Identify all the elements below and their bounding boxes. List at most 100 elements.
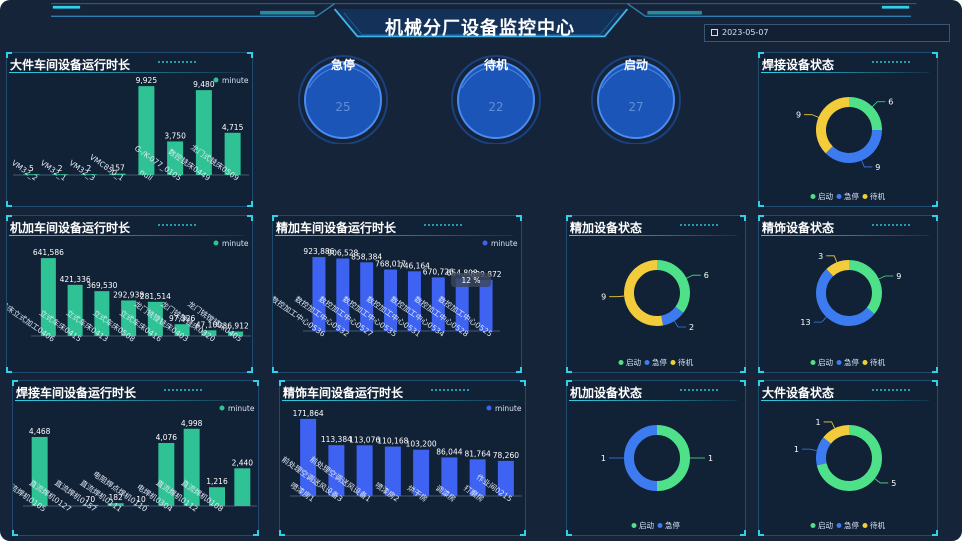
bar-value-label: 47,100 xyxy=(196,320,222,329)
donut-value-label: 9 xyxy=(875,163,880,172)
bar-value-label: 923,886 xyxy=(303,247,334,256)
stat-emergency-stop: 急停 25 xyxy=(292,48,394,145)
stat-value: 25 xyxy=(335,100,351,114)
donut-value-label: 1 xyxy=(816,418,821,427)
stat-circle-graphic xyxy=(591,55,681,145)
bar xyxy=(328,445,345,496)
donut-slice xyxy=(826,260,850,277)
legend-swatch xyxy=(670,360,676,365)
bar xyxy=(431,277,445,331)
donut-chart-dajian: 5 1 1 启动 急停 待机 xyxy=(794,418,896,530)
bar xyxy=(52,174,69,175)
tooltip-box xyxy=(451,273,491,287)
donut-slice xyxy=(825,129,882,163)
legend-label: minute xyxy=(491,239,518,248)
donut-leader-line xyxy=(826,255,838,263)
donut-chart-jingshi: 9 13 3 启动 急停 待机 xyxy=(800,252,901,367)
donut-value-label: 1 xyxy=(601,454,606,463)
legend-swatch xyxy=(213,77,219,83)
bar xyxy=(109,173,126,175)
donut-value-label: 2 xyxy=(689,323,694,332)
legend-label: 急停 xyxy=(844,191,859,201)
legend-swatch xyxy=(486,405,492,411)
stat-value: 27 xyxy=(628,100,644,114)
calendar-icon xyxy=(711,29,718,36)
legend-swatch xyxy=(657,523,663,528)
legend-label: 急停 xyxy=(844,520,859,530)
bar xyxy=(121,300,137,336)
legend-label: 待机 xyxy=(870,191,885,201)
bar-value-label: 70 xyxy=(86,495,96,504)
donut-slice xyxy=(816,268,875,326)
bar xyxy=(40,258,56,336)
bar xyxy=(228,331,244,336)
donut-value-label: 9 xyxy=(896,272,901,281)
header-frame xyxy=(51,3,917,38)
donut-leader-line xyxy=(823,421,836,429)
bar-value-label: 906,528 xyxy=(327,248,358,257)
legend-swatch xyxy=(213,240,219,246)
bar-value-label: 2,440 xyxy=(232,458,254,467)
bar xyxy=(234,468,251,506)
panel-title: 精加设备状态 xyxy=(570,221,643,235)
legend-label: minute xyxy=(495,404,522,413)
bar-value-label: 78,260 xyxy=(493,451,519,460)
panel-title: 精加车间设备运行时长 xyxy=(276,221,397,235)
bar-value-label: 4,076 xyxy=(156,433,178,442)
donut-value-label: 9 xyxy=(601,293,606,302)
bar xyxy=(479,279,493,331)
bar xyxy=(360,262,374,331)
bar xyxy=(201,330,217,336)
bar xyxy=(158,443,175,506)
donut-slice xyxy=(656,260,690,313)
bar-value-label: 103,200 xyxy=(406,440,437,449)
bar xyxy=(336,258,350,331)
legend-swatch xyxy=(644,360,650,365)
panel-title: 大件设备状态 xyxy=(762,386,835,400)
tooltip-text: 12 % xyxy=(461,276,480,285)
bar xyxy=(174,324,190,336)
panel-title: 精饰车间设备运行时长 xyxy=(283,386,404,400)
bar-value-label: 670,726 xyxy=(423,267,454,276)
bar-value-label: 3,750 xyxy=(164,131,186,140)
stat-circle-graphic xyxy=(298,55,388,145)
legend-swatch xyxy=(862,194,868,199)
donut-leader-line xyxy=(804,114,819,118)
donut-slice xyxy=(823,425,850,444)
legend-label: 启动 xyxy=(818,520,833,530)
donut-slice xyxy=(656,425,690,491)
panel-title: 焊接设备状态 xyxy=(762,58,835,72)
date-picker[interactable]: 2023-05-07 xyxy=(704,24,950,42)
donut-value-label: 6 xyxy=(888,98,893,107)
donut-value-label: 13 xyxy=(800,318,810,327)
stat-running: 启动 27 xyxy=(585,48,687,145)
panel-title: 大件车间设备运行时长 xyxy=(10,58,131,72)
legend-label: 启动 xyxy=(639,520,654,530)
stat-label: 急停 xyxy=(330,58,355,72)
panel-jijia-status: 机加设备状态 1 1 启动 急停 xyxy=(566,380,746,536)
bar-value-label: 9,925 xyxy=(136,76,158,85)
legend-label: 启动 xyxy=(626,357,641,367)
legend-label: 启动 xyxy=(818,357,833,367)
donut-chart-hanjie: 6 9 9 启动 急停 待机 xyxy=(796,97,893,201)
donut-slice xyxy=(816,437,832,466)
donut-leader-line xyxy=(609,295,625,298)
bar xyxy=(23,174,40,175)
bar-value-label: 4,468 xyxy=(29,427,51,436)
donut-leader-line xyxy=(813,316,827,323)
legend-swatch xyxy=(836,523,842,528)
donut-value-label: 3 xyxy=(818,252,823,261)
donut-chart-jijia: 1 1 启动 急停 xyxy=(601,425,713,530)
legend-swatch xyxy=(219,405,225,411)
bar xyxy=(167,141,184,175)
bar-value-label: 81,764 xyxy=(465,449,491,458)
legend-swatch xyxy=(618,360,624,365)
legend-label: minute xyxy=(222,76,249,85)
bar xyxy=(384,269,398,331)
bar xyxy=(183,428,200,506)
bar-value-label: 113,076 xyxy=(349,435,380,444)
bar-value-label: 858,384 xyxy=(351,252,382,261)
stat-circle-graphic xyxy=(451,55,541,145)
